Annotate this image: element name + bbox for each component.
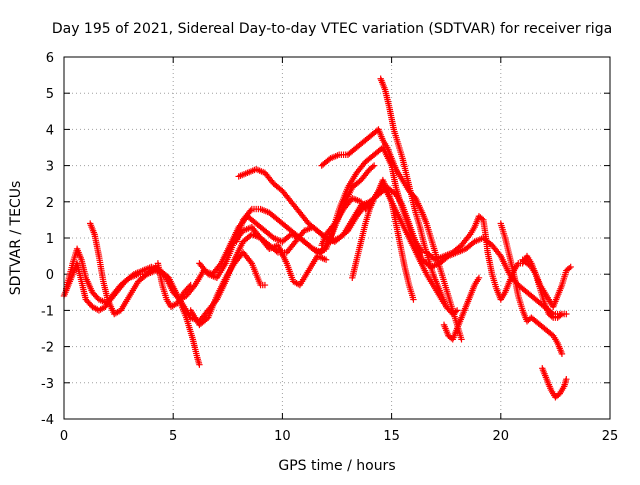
data-point <box>369 163 376 171</box>
series-track-q <box>154 260 194 310</box>
series-track-d <box>233 144 566 318</box>
series-track-b <box>62 245 203 368</box>
y-tick-label: 0 <box>46 268 54 283</box>
x-tick-label: 15 <box>383 429 400 444</box>
series-track-g <box>187 249 269 329</box>
series-track-p <box>539 365 570 401</box>
data-point <box>557 312 564 319</box>
series-track-n <box>497 220 566 358</box>
data-point <box>261 281 269 289</box>
data-point <box>187 281 194 289</box>
y-tick-label: 5 <box>46 87 54 102</box>
data-point <box>452 308 459 315</box>
y-tick-label: -4 <box>41 413 54 428</box>
x-tick-label: 5 <box>169 429 177 444</box>
y-tick-label: -2 <box>41 341 54 356</box>
data-point <box>370 162 378 169</box>
data-point <box>469 239 477 247</box>
data-point <box>325 156 333 163</box>
data-point <box>196 361 203 368</box>
data-point <box>558 350 566 358</box>
data-point <box>458 336 465 343</box>
y-tick-label: -3 <box>41 377 54 392</box>
data-point <box>563 375 570 383</box>
tick-label-layer: 0 5 10 15 20 25 -4 -3 -2 -1 0 1 2 3 4 5 6 <box>41 51 618 444</box>
data-layer <box>60 75 574 401</box>
data-point <box>566 264 573 272</box>
series-track-e <box>235 166 426 256</box>
data-point <box>308 244 315 251</box>
series-track-o <box>519 256 570 321</box>
series-track-i <box>349 194 378 282</box>
data-point <box>186 283 193 290</box>
data-point <box>567 263 574 271</box>
data-point <box>563 310 570 318</box>
x-tick-label: 0 <box>60 429 68 444</box>
data-point <box>370 194 378 202</box>
series-track-h <box>318 176 417 303</box>
y-tick-label: 3 <box>46 160 54 175</box>
series-track-m <box>440 274 483 343</box>
plot-frame <box>63 56 611 420</box>
y-tick-label: 2 <box>46 196 54 211</box>
y-tick-label: 6 <box>46 51 54 66</box>
x-tick-label: 25 <box>602 429 619 444</box>
data-point <box>129 272 136 279</box>
y-axis-label: SDTVAR / TECUs <box>8 181 24 296</box>
chart-title: Day 195 of 2021, Sidereal Day-to-day VTE… <box>52 21 612 37</box>
x-tick-label: 20 <box>493 429 510 444</box>
y-tick-label: 1 <box>46 232 54 247</box>
y-tick-label: 4 <box>46 123 54 138</box>
data-point <box>475 274 483 282</box>
data-point <box>269 233 276 240</box>
y-tick-label: -1 <box>41 304 54 319</box>
data-point <box>478 215 486 222</box>
x-tick-label: 10 <box>274 429 291 444</box>
series-track-j <box>318 126 465 343</box>
x-axis-label: GPS time / hours <box>278 458 395 474</box>
data-point <box>453 307 461 314</box>
data-point <box>322 256 330 263</box>
data-point <box>548 313 555 320</box>
series-track-f <box>196 223 330 289</box>
data-point <box>410 296 417 303</box>
